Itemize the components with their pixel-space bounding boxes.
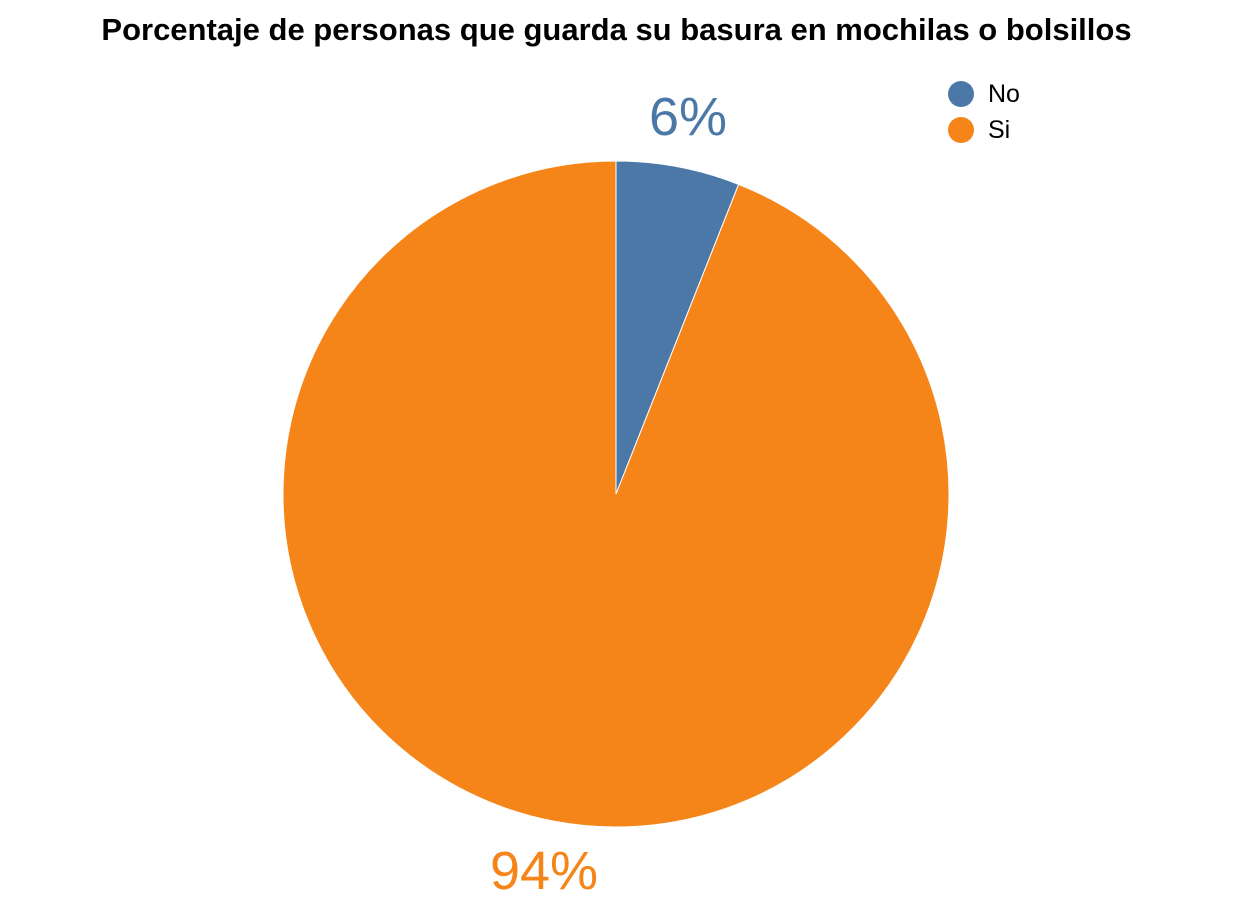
slice-labels: 6% 94% — [490, 87, 727, 901]
legend-swatch-si — [948, 117, 974, 143]
legend-label-si: Si — [988, 116, 1010, 144]
legend-label-no: No — [988, 80, 1020, 108]
slice-label-si: 94% — [490, 841, 598, 901]
pie-slice-no — [615, 160, 740, 495]
pie-slice-si — [282, 160, 950, 828]
pie-slices — [282, 160, 950, 828]
chart-title: Porcentaje de personas que guarda su bas… — [101, 12, 1132, 47]
slice-label-no: 6% — [649, 87, 727, 147]
legend: No Si — [948, 80, 1020, 144]
legend-swatch-no — [948, 81, 974, 107]
